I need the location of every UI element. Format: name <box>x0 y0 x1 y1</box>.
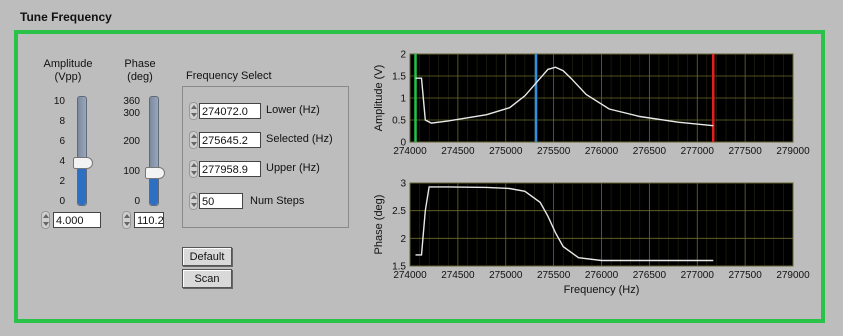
amplitude-slider-fill <box>78 161 86 205</box>
phase-value-input[interactable]: 110.20 <box>134 212 164 228</box>
selected-frequency-input[interactable]: 275645.2 <box>199 132 261 148</box>
phase-tick: 300 <box>123 108 140 119</box>
panel-frame <box>14 30 825 323</box>
amplitude-tick: 6 <box>59 136 65 147</box>
amplitude-tick: 8 <box>59 116 65 127</box>
phase-slider[interactable] <box>145 96 165 206</box>
selected-spinner[interactable] <box>189 131 198 149</box>
phase-tick: 200 <box>123 136 140 147</box>
amplitude-tick: 4 <box>59 156 65 167</box>
phase-tick: 0 <box>134 196 140 207</box>
amplitude-slider[interactable] <box>73 96 93 206</box>
frequency-select-group <box>182 86 349 228</box>
amplitude-scale: 10 8 6 4 2 0 <box>40 96 65 207</box>
phase-scale: 360 300 200 100 0 <box>112 96 140 207</box>
phase-spinner[interactable] <box>122 211 131 229</box>
amplitude-tick: 2 <box>59 176 65 187</box>
amplitude-value-input[interactable]: 4.000 <box>53 212 101 228</box>
phase-tick: 100 <box>123 166 140 177</box>
default-button[interactable]: Default <box>182 247 232 266</box>
amplitude-label: Amplitude (Vpp) <box>43 58 93 83</box>
lower-frequency-input[interactable]: 274072.0 <box>199 103 261 119</box>
upper-spinner[interactable] <box>189 160 198 178</box>
phase-label: Phase (deg) <box>124 58 156 83</box>
upper-frequency-label: Upper (Hz) <box>266 162 320 174</box>
lower-frequency-label: Lower (Hz) <box>266 104 320 116</box>
phase-tick: 360 <box>123 96 140 107</box>
amplitude-slider-thumb[interactable] <box>73 156 93 169</box>
scan-button[interactable]: Scan <box>182 269 232 288</box>
phase-slider-thumb[interactable] <box>145 166 165 179</box>
panel-title: Tune Frequency <box>20 10 112 24</box>
num-steps-input[interactable]: 50 <box>199 193 243 209</box>
phase-slider-fill <box>150 171 158 205</box>
num-steps-label: Num Steps <box>250 195 305 207</box>
frequency-select-title: Frequency Select <box>186 70 272 82</box>
amplitude-tick: 10 <box>53 96 65 107</box>
amplitude-tick: 0 <box>59 196 65 207</box>
amplitude-spinner[interactable] <box>41 211 50 229</box>
steps-spinner[interactable] <box>189 192 198 210</box>
lower-spinner[interactable] <box>189 102 198 120</box>
selected-frequency-label: Selected (Hz) <box>266 133 333 145</box>
upper-frequency-input[interactable]: 277958.9 <box>199 161 261 177</box>
